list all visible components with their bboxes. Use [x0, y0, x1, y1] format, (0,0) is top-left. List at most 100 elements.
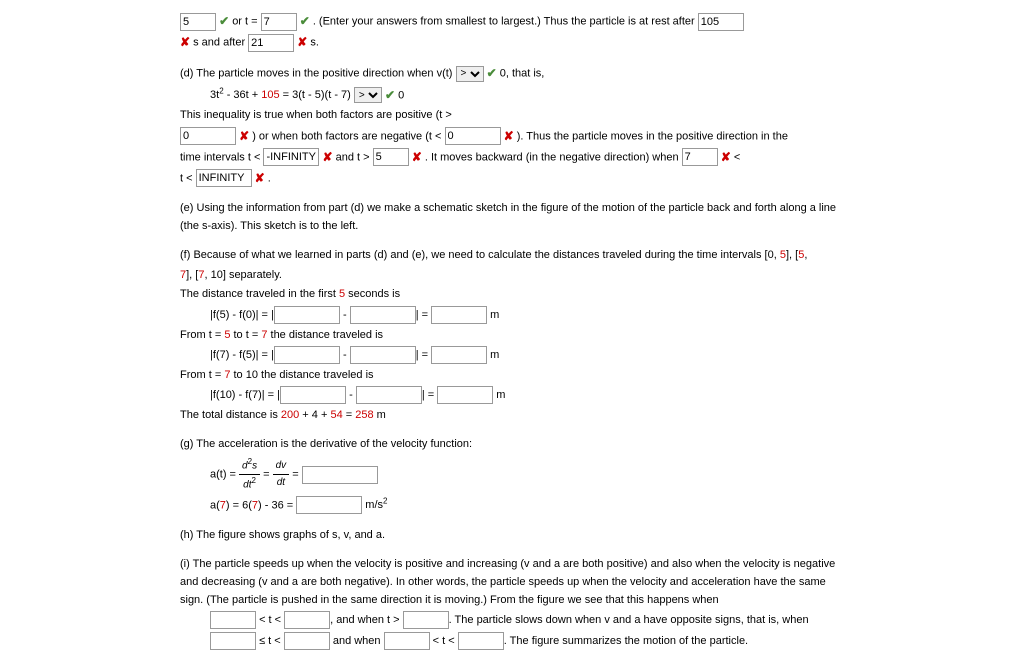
- f-l1: (f) Because of what we learned in parts …: [180, 249, 780, 261]
- f57a: From t =: [180, 329, 224, 341]
- input-t2[interactable]: [261, 13, 297, 31]
- in-a3[interactable]: [431, 306, 487, 324]
- in-a1[interactable]: [274, 306, 340, 324]
- thus: ). Thus the particle moves in the positi…: [517, 130, 788, 142]
- fl1e: , 10] separately.: [204, 269, 281, 281]
- c54: 54: [330, 409, 342, 421]
- d-factors: ✘ ) or when both factors are negative (t…: [180, 127, 844, 146]
- x-icon: ✘: [297, 35, 307, 49]
- check-icon: ✔: [385, 88, 395, 102]
- eq: =: [263, 469, 269, 481]
- d-prompt: (d) The particle moves in the positive d…: [180, 68, 452, 80]
- to1: to t =: [230, 329, 261, 341]
- f-l2: The distance traveled in the first 5 sec…: [180, 286, 844, 304]
- d-tlt: t < ✘ .: [180, 169, 844, 188]
- in-c2[interactable]: [356, 386, 422, 404]
- dist1: the distance traveled is: [267, 329, 383, 341]
- eq3: | =: [422, 389, 434, 401]
- g-eq: a(t) = d2sdt2 = dvdt =: [210, 456, 844, 494]
- input-neg[interactable]: [445, 127, 501, 145]
- f-l1b: ], [: [786, 249, 798, 261]
- le: ≤ t <: [259, 635, 281, 647]
- zero2: 0: [398, 89, 404, 101]
- frac1: d2sdt2: [239, 456, 260, 494]
- or-neg: ) or when both factors are negative (t <: [252, 130, 441, 142]
- or-t: or t =: [232, 16, 257, 28]
- and-t: and t >: [336, 151, 370, 163]
- m3: m: [496, 389, 505, 401]
- backward: . It moves backward (in the negative dir…: [425, 151, 679, 163]
- input-rest[interactable]: [698, 13, 744, 31]
- s-after: s and after: [193, 37, 245, 49]
- f-710: From t = 7 to 10 the distance traveled i…: [180, 367, 844, 385]
- p4: + 4 +: [299, 409, 330, 421]
- in-b2[interactable]: [350, 346, 416, 364]
- input-pos[interactable]: [180, 127, 236, 145]
- d3: -: [349, 389, 353, 401]
- in-b1[interactable]: [274, 346, 340, 364]
- instr: . (Enter your answers from smallest to l…: [313, 16, 695, 28]
- d2: -: [343, 349, 347, 361]
- input-7[interactable]: [682, 148, 718, 166]
- in-g2[interactable]: [296, 496, 362, 514]
- x-icon: ✘: [412, 150, 422, 164]
- d-eq: 3t2 - 36t + 105 = 3(t - 5)(t - 7) > ✔ 0: [210, 86, 844, 105]
- d-zero: 0, that is,: [500, 68, 545, 80]
- part-g: (g) The acceleration is the derivative o…: [180, 436, 844, 454]
- sum: . The figure summarizes the motion of th…: [504, 635, 748, 647]
- in-i7[interactable]: [458, 632, 504, 650]
- eq1: | =: [416, 309, 428, 321]
- input-inf[interactable]: [196, 169, 252, 187]
- in-i1[interactable]: [210, 611, 256, 629]
- fc: ,: [804, 249, 807, 261]
- slow: . The particle slows down when v and a h…: [449, 614, 809, 626]
- in-c1[interactable]: [280, 386, 346, 404]
- sel-cmp2[interactable]: >: [354, 87, 382, 103]
- check-icon: ✔: [219, 14, 229, 28]
- lt: <: [734, 151, 740, 163]
- in-i5[interactable]: [284, 632, 330, 650]
- x-icon: ✘: [721, 150, 731, 164]
- res: =: [343, 409, 356, 421]
- x-icon: ✘: [323, 150, 333, 164]
- aw: and when: [333, 635, 381, 647]
- to10: to 10 the distance traveled is: [230, 369, 373, 381]
- input-t1[interactable]: [180, 13, 216, 31]
- input-5[interactable]: [373, 148, 409, 166]
- frac2: dvdt: [273, 458, 290, 491]
- fe1: |f(5) - f(0)| = |: [210, 309, 274, 321]
- part-f1b: 7], [7, 10] separately.: [180, 267, 844, 285]
- input-after[interactable]: [248, 34, 294, 52]
- d-intervals: time intervals t < ✘ and t > ✘ . It move…: [180, 148, 844, 167]
- unit: m/s2: [365, 499, 387, 511]
- in-c3[interactable]: [437, 386, 493, 404]
- at: a(t) =: [210, 469, 236, 481]
- m1: m: [490, 309, 499, 321]
- in-i6[interactable]: [384, 632, 430, 650]
- x-icon: ✘: [255, 171, 265, 185]
- c200: 200: [281, 409, 299, 421]
- part-h: (h) The figure shows graphs of s, v, and…: [180, 527, 844, 545]
- i-row2: ≤ t < and when < t < . The figure summar…: [210, 632, 844, 651]
- eq2: | =: [416, 349, 428, 361]
- x-icon: ✘: [239, 129, 249, 143]
- i-row1: < t < , and when t > . The particle slow…: [210, 611, 844, 630]
- in-i3[interactable]: [403, 611, 449, 629]
- part-d: (d) The particle moves in the positive d…: [180, 64, 844, 83]
- sel-cmp1[interactable]: >: [456, 66, 484, 82]
- m2: m: [490, 349, 499, 361]
- d1: -: [343, 309, 347, 321]
- check-icon: ✔: [300, 14, 310, 28]
- in-b3[interactable]: [431, 346, 487, 364]
- in-i2[interactable]: [284, 611, 330, 629]
- check-icon: ✔: [487, 66, 497, 80]
- in-a2[interactable]: [350, 306, 416, 324]
- a7l: a(7) = 6(7) - 36 =: [210, 499, 293, 511]
- input-ninf[interactable]: [263, 148, 319, 166]
- in-g1[interactable]: [302, 466, 378, 484]
- andgt: , and when t >: [330, 614, 399, 626]
- fl2: The distance traveled in the first: [180, 288, 339, 300]
- in-i4[interactable]: [210, 632, 256, 650]
- intervals: time intervals t <: [180, 151, 260, 163]
- ltl1: < t <: [259, 614, 281, 626]
